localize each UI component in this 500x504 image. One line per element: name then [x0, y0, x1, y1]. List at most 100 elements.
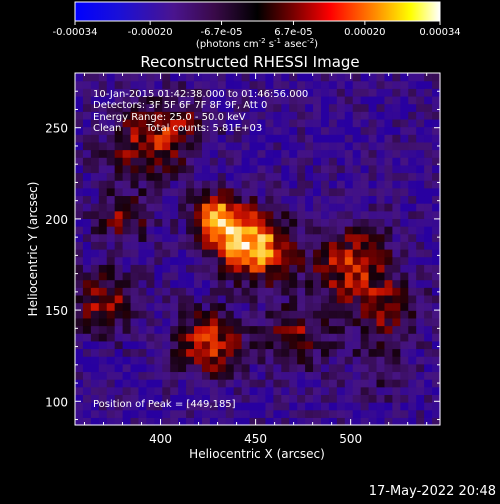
heatmap-cell — [320, 241, 330, 250]
heatmap-cell — [368, 241, 378, 250]
heatmap-cell — [384, 103, 393, 112]
heatmap-cell — [257, 394, 267, 403]
heatmap-cell — [432, 180, 441, 189]
heatmap-cell — [368, 363, 378, 373]
heatmap-cell — [289, 126, 298, 135]
heatmap-cell — [82, 203, 92, 212]
heatmap-cell — [138, 218, 148, 227]
heatmap-cell — [146, 279, 155, 288]
heatmap-cell — [424, 287, 433, 296]
heatmap-cell — [114, 302, 124, 311]
heatmap-cell — [352, 180, 362, 189]
heatmap-cell — [328, 279, 338, 288]
heatmap-cell — [392, 363, 401, 373]
heatmap-cell — [400, 73, 409, 82]
heatmap-cell — [432, 417, 441, 426]
heatmap-cell — [360, 157, 370, 166]
heatmap-cell — [162, 141, 171, 151]
heatmap-cell — [170, 379, 179, 388]
heatmap-cell — [154, 172, 163, 181]
heatmap-cell — [320, 118, 330, 128]
heatmap-cell — [186, 279, 195, 288]
heatmap-cell — [360, 180, 370, 189]
heatmap-cell — [82, 264, 92, 273]
heatmap-cell — [400, 325, 409, 334]
heatmap-cell — [368, 80, 378, 89]
heatmap-cell — [297, 317, 306, 327]
heatmap-cell — [90, 118, 100, 128]
heatmap-cell — [432, 210, 441, 219]
heatmap-cell — [289, 287, 298, 296]
heatmap-cell — [305, 249, 314, 258]
heatmap-cell — [249, 386, 259, 395]
heatmap-cell — [265, 317, 274, 327]
heatmap-cell — [392, 241, 401, 250]
heatmap-cell — [305, 241, 314, 250]
heatmap-cell — [432, 118, 441, 128]
heatmap-cell — [336, 80, 346, 89]
heatmap-cell — [313, 210, 322, 219]
heatmap-cell — [130, 302, 140, 311]
heatmap-cell — [297, 88, 306, 97]
heatmap-cell — [297, 149, 306, 158]
heatmap-cell — [75, 111, 84, 120]
heatmap-cell — [233, 73, 243, 82]
heatmap-cell — [305, 88, 314, 97]
heatmap-cell — [281, 195, 290, 204]
heatmap-cell — [384, 417, 393, 426]
heatmap-cell — [257, 226, 267, 235]
heatmap-cell — [162, 356, 171, 365]
heatmap-cell — [281, 348, 290, 357]
heatmap-cell — [281, 149, 290, 158]
heatmap-cell — [249, 249, 259, 258]
heatmap-cell — [122, 409, 132, 418]
heatmap-cell — [320, 402, 330, 411]
heatmap-cell — [241, 80, 251, 89]
heatmap-cell — [90, 394, 100, 403]
heatmap-cell — [82, 88, 92, 97]
heatmap-cell — [376, 187, 386, 197]
heatmap-cell — [201, 333, 211, 342]
heatmap-cell — [122, 210, 132, 219]
heatmap-cell — [392, 402, 401, 411]
heatmap-cell — [392, 134, 401, 143]
heatmap-cell — [106, 164, 116, 174]
heatmap-cell — [162, 172, 171, 181]
heatmap-cell — [320, 88, 330, 97]
heatmap-cell — [320, 325, 330, 334]
heatmap-cell — [106, 134, 116, 143]
heatmap-cell — [217, 233, 227, 242]
heatmap-cell — [249, 271, 259, 281]
heatmap-cell — [328, 118, 338, 128]
heatmap-cell — [154, 233, 163, 242]
heatmap-cell — [320, 417, 330, 426]
heatmap-cell — [313, 126, 322, 135]
heatmap-cell — [241, 310, 251, 319]
heatmap-cell — [130, 210, 140, 219]
heatmap-cell — [122, 203, 132, 212]
heatmap-cell — [392, 111, 401, 120]
heatmap-cell — [416, 187, 425, 197]
heatmap-cell — [241, 371, 251, 380]
heatmap-cell — [178, 317, 187, 327]
heatmap-cell — [368, 294, 378, 304]
heatmap-cell — [360, 95, 370, 105]
heatmap-cell — [154, 73, 163, 82]
heatmap-cell — [265, 118, 274, 128]
heatmap-cell — [146, 363, 155, 373]
heatmap-cell — [384, 379, 393, 388]
heatmap-cell — [249, 241, 259, 250]
heatmap-cell — [217, 210, 227, 219]
heatmap-cell — [352, 379, 362, 388]
heatmap-cell — [320, 73, 330, 82]
heatmap-cell — [130, 203, 140, 212]
heatmap-cell — [122, 294, 132, 304]
heatmap-cell — [408, 279, 417, 288]
heatmap-cell — [114, 218, 124, 227]
heatmap-cell — [82, 379, 92, 388]
heatmap-cell — [313, 363, 322, 373]
heatmap-cell — [75, 417, 84, 426]
heatmap-cell — [186, 417, 195, 426]
colorbar-tick-label: -0.00020 — [128, 27, 173, 38]
heatmap-cell — [186, 348, 195, 357]
